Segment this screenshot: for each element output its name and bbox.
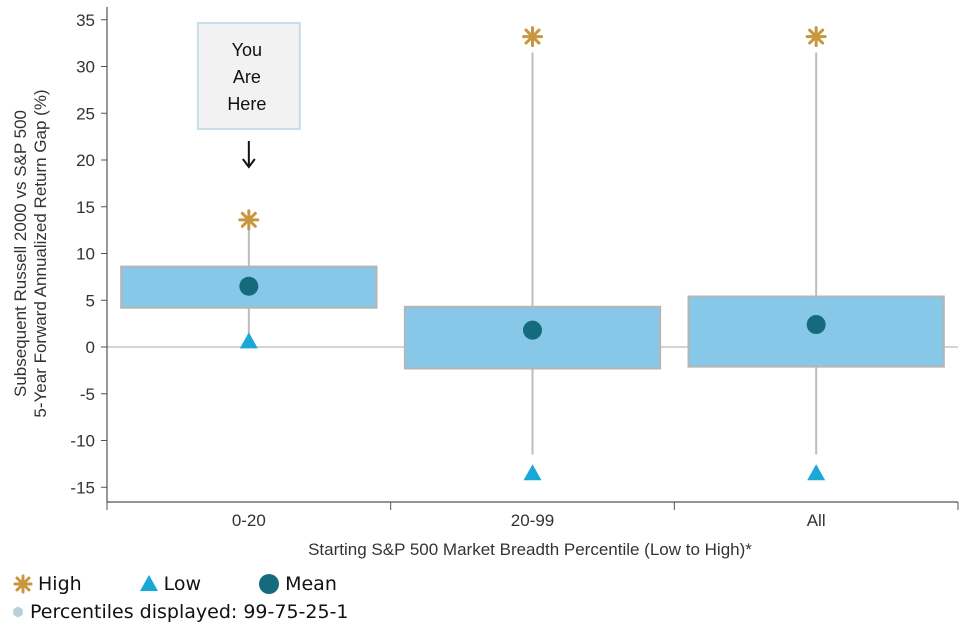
x-axis-title: Starting S&P 500 Market Breadth Percenti… — [308, 540, 752, 559]
mean-marker — [523, 320, 542, 340]
hexagon-icon — [13, 606, 23, 618]
y-tick-label: 15 — [76, 198, 95, 217]
box-1 — [120, 209, 378, 349]
y-tick-label: 35 — [76, 11, 95, 30]
legend-item-high: High — [12, 573, 82, 595]
y-tick-label: -15 — [70, 478, 95, 497]
high-marker — [238, 209, 260, 231]
y-tick-label: 25 — [76, 104, 95, 123]
low-marker — [807, 464, 826, 481]
y-tick-label: 20 — [76, 151, 95, 170]
legend-item-mean: Mean — [257, 572, 337, 596]
low-marker — [523, 464, 542, 481]
y-tick-label: -5 — [80, 385, 95, 404]
mean-marker — [239, 276, 259, 296]
legend-label-mean: Mean — [285, 573, 337, 595]
legend-item-low: Low — [138, 573, 201, 595]
legend: High Low Mean — [12, 570, 393, 598]
y-tick-label: 5 — [86, 291, 95, 310]
y-tick-label: 30 — [76, 58, 95, 77]
legend-label-low: Low — [163, 573, 202, 595]
legend-label-high: High — [38, 573, 82, 595]
x-tick-label: All — [807, 511, 826, 530]
x-tick-label: 20-99 — [511, 511, 554, 530]
y-tick-label: 10 — [76, 245, 95, 264]
asterisk-icon — [13, 574, 33, 594]
mean-marker — [806, 315, 826, 335]
box-3 — [687, 26, 945, 481]
low-marker — [239, 332, 258, 349]
high-marker — [805, 26, 827, 48]
y-tick-label: 0 — [86, 338, 95, 357]
y-axis-title: Subsequent Russell 2000 vs S&P 500 5-Year… — [11, 89, 50, 417]
x-tick-label: 0-20 — [232, 511, 266, 530]
circle-icon — [259, 574, 280, 594]
you-are-here-callout: You Are Here — [196, 22, 301, 169]
high-marker — [522, 26, 543, 48]
y-axis-title-line: Subsequent Russell 2000 vs S&P 500 — [11, 110, 30, 397]
callout-box — [196, 22, 301, 130]
percentiles-note: Percentiles displayed: 99-75-25-1 — [12, 601, 349, 623]
y-tick-label: -10 — [70, 432, 95, 451]
callout-text: You — [232, 40, 262, 60]
y-axis-title-line: 5-Year Forward Annualized Return Gap (%) — [31, 89, 50, 417]
box-2 — [403, 26, 662, 481]
triangle-icon — [139, 575, 158, 591]
percentiles-note-text: Percentiles displayed: 99-75-25-1 — [30, 601, 349, 623]
callout-text: Here — [227, 94, 266, 114]
box-plot-chart: Subsequent Russell 2000 vs S&P 500 5-Year… — [11, 7, 959, 559]
arrow-down-icon — [242, 141, 256, 169]
callout-text: Are — [233, 67, 261, 87]
